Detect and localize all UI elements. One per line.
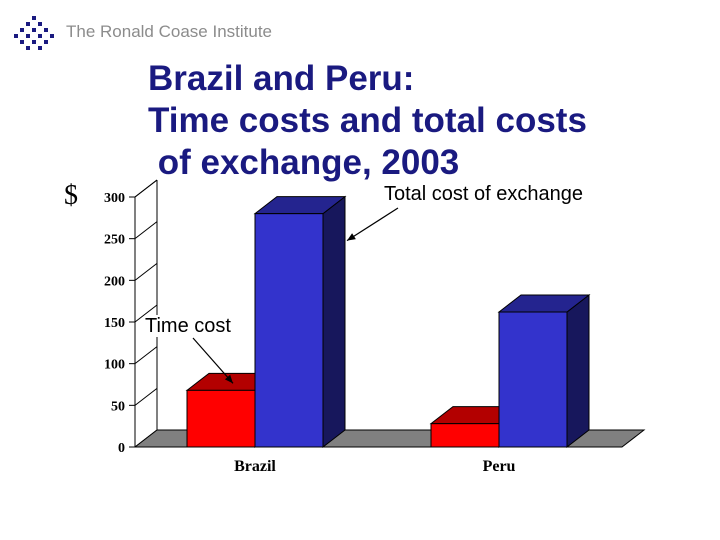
annotation-total-cost-arrow-head: [347, 233, 356, 241]
total-cost-of-exchange-bar-peru-side: [566, 293, 590, 449]
diamond-dot-grid-icon: [14, 16, 54, 50]
title-line-3: of exchange, 2003: [148, 143, 460, 182]
annotation-time-cost-arrow-head: [224, 374, 233, 384]
annotation-total-cost-arrow: [346, 207, 399, 242]
title-line-1: Brazil and Peru:: [148, 59, 415, 98]
y-tick-depth-line: [134, 179, 158, 198]
org-name: The Ronald Coase Institute: [66, 22, 273, 41]
y-tick-label: 150: [104, 316, 125, 331]
y-tick-depth-line: [134, 221, 158, 240]
y-tick-depth-line: [134, 304, 158, 323]
y-tick-label: 100: [104, 358, 125, 373]
y-tick-depth-line: [134, 387, 158, 406]
y-tick-depth-line: [134, 262, 158, 281]
x-category-label: Peru: [483, 458, 516, 475]
y-tick-depth-line: [134, 346, 158, 365]
time-cost-bar-peru: [430, 423, 500, 448]
annotation-total-cost: Total cost of exchange: [384, 183, 584, 205]
title-line-2: Time costs and total costs: [148, 101, 587, 140]
annotation-time-cost: Time cost: [145, 315, 231, 337]
y-tick-label: 50: [111, 399, 125, 414]
x-category-label: Brazil: [234, 458, 276, 475]
total-cost-of-exchange-bar-brazil-side: [322, 195, 346, 449]
y-tick-label: 300: [104, 191, 125, 206]
y-tick-label: 250: [104, 233, 125, 248]
total-cost-of-exchange-bar-peru: [498, 311, 568, 448]
total-cost-of-exchange-bar-brazil: [254, 213, 324, 448]
y-axis-currency-label: $: [64, 180, 78, 211]
y-tick-label: 200: [104, 274, 125, 289]
annotation-time-cost-arrow: [192, 337, 234, 384]
time-cost-bar-brazil: [186, 389, 256, 448]
page-title: Brazil and Peru: Time costs and total co…: [148, 58, 708, 184]
y-tick-label: 0: [118, 441, 125, 456]
